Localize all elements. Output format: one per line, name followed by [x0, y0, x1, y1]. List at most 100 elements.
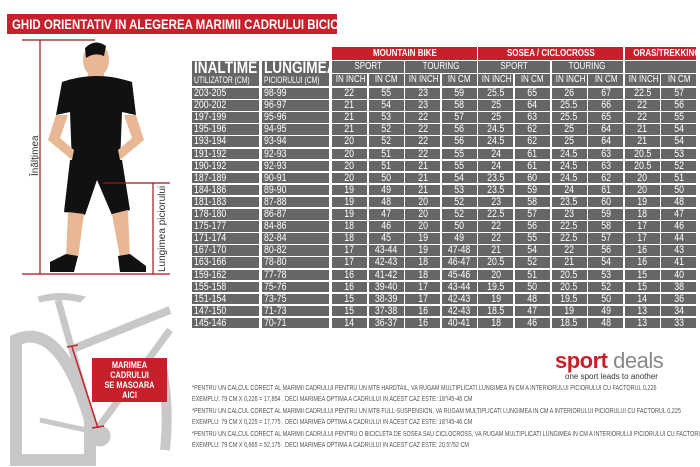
table-cell: 16 [624, 245, 660, 256]
unit-header: IN CM [515, 74, 551, 86]
table-cell: 22 [478, 233, 514, 244]
table-cell: 66 [588, 100, 624, 111]
table-cell: 16 [332, 269, 368, 281]
table-cell: 75-76 [262, 281, 329, 293]
table-cell: 21 [332, 124, 368, 135]
table-cell: 18 [332, 221, 368, 232]
table-cell: 73-75 [262, 293, 329, 305]
subgroup-header [624, 61, 697, 73]
table-cell: 18 [405, 269, 441, 281]
table-cell: 58 [588, 221, 624, 232]
table-cell: 23.5 [478, 184, 514, 196]
table-cell: 16 [405, 305, 441, 317]
calculation-notes: *PENTRU UN CALCUL CORECT AL MARIMII CADR… [192, 382, 700, 450]
table-cell: 53 [368, 112, 404, 123]
table-cell: 184-186 [192, 184, 259, 196]
table-cell: 58 [441, 100, 477, 111]
frame-size-marker [66, 344, 105, 429]
table-cell: 34 [661, 305, 697, 317]
table-cell: 25.5 [478, 88, 514, 99]
table-cell: 63 [515, 112, 551, 123]
table-cell: 22 [478, 221, 514, 232]
table-cell: 37-38 [368, 305, 404, 317]
table-cell: 21 [332, 112, 368, 123]
table-cell: 48 [661, 196, 697, 208]
table-cell: 48 [588, 317, 624, 329]
table-cell: 20 [405, 221, 441, 232]
table-cell: 56 [515, 221, 551, 232]
table-cell: 56 [441, 124, 477, 135]
table-cell: 25 [478, 112, 514, 123]
table-cell: 52 [441, 196, 477, 208]
table-cell: 38-39 [368, 293, 404, 305]
table-cell: 17 [624, 221, 660, 232]
table-cell: 53 [661, 148, 697, 160]
table-cell: 17 [405, 281, 441, 293]
table-cell: 42-43 [441, 305, 477, 317]
table-cell: 19 [405, 245, 441, 256]
table-cell: 20 [332, 160, 368, 172]
table-cell: 56 [588, 245, 624, 256]
table-cell: 21 [551, 257, 587, 268]
table-cell: 22.5 [551, 221, 587, 232]
table-cell: 51 [368, 148, 404, 160]
table-cell: 24.5 [551, 172, 587, 184]
table-cell: 22 [551, 245, 587, 256]
table-cell: 23 [405, 88, 441, 99]
table-cell: 47 [661, 209, 697, 220]
table-cell: 20.5 [624, 148, 660, 160]
table-cell: 15 [332, 293, 368, 305]
table-cell: 41 [661, 257, 697, 268]
table-cell: 54 [441, 172, 477, 184]
table-cell: 50 [441, 221, 477, 232]
table-cell: 16 [405, 317, 441, 329]
leg-length-label: Lungimea piciorului [157, 185, 168, 272]
table-cell: 18 [478, 317, 514, 329]
table-cell: 25 [478, 100, 514, 111]
table-cell: 15 [624, 281, 660, 293]
table-cell: 51 [368, 160, 404, 172]
subgroup-header: SPORT [478, 61, 551, 73]
unit-header: IN CM [588, 74, 624, 86]
table-cell: 95-96 [262, 112, 329, 123]
table-cell: 22 [332, 88, 368, 99]
table-cell: 19 [332, 209, 368, 220]
table-cell: 48 [515, 293, 551, 305]
table-cell: 54 [515, 245, 551, 256]
table-cell: 191-192 [192, 148, 259, 160]
table-cell: 45-46 [441, 269, 477, 281]
unit-header: IN INCH [405, 74, 441, 86]
table-cell: 52 [441, 209, 477, 220]
table-cell: 63 [588, 160, 624, 172]
table-cell: 90-91 [262, 172, 329, 184]
table-cell: 55 [661, 112, 697, 123]
table-cell: 13 [624, 305, 660, 317]
table-cell: 20 [624, 172, 660, 184]
table-cell: 163-166 [192, 257, 259, 268]
table-cell: 59 [441, 88, 477, 99]
table-cell: 24.5 [478, 136, 514, 147]
table-cell: 21 [405, 184, 441, 196]
table-cell: 46-47 [441, 257, 477, 268]
table-cell: 22.5 [624, 88, 660, 99]
note-line: *PENTRU UN CALCUL CORECT AL MARIMII CADR… [192, 405, 681, 415]
table-cell: 14 [332, 317, 368, 329]
table-cell: 147-150 [192, 305, 259, 317]
table-cell: 19.5 [551, 293, 587, 305]
table-cell: 22 [405, 136, 441, 147]
table-cell: 84-86 [262, 221, 329, 232]
table-cell: 45 [368, 233, 404, 244]
note-line: EXEMPLU: 79 CM X 0,225 = 17,775 . DECI M… [192, 417, 473, 427]
table-cell: 20 [405, 196, 441, 208]
unit-header: IN INCH [478, 74, 514, 86]
table-cell: 21 [405, 160, 441, 172]
table-cell: 16 [332, 281, 368, 293]
table-cell: 22 [405, 148, 441, 160]
table-cell: 46 [368, 221, 404, 232]
table-cell: 26 [551, 88, 587, 99]
table-cell: 77-78 [262, 269, 329, 281]
table-cell: 193-194 [192, 136, 259, 147]
table-cell: 151-154 [192, 293, 259, 305]
frame-size-label: MARIMEA CADRULUI SE MASOARA AICI [92, 358, 167, 402]
table-cell: 64 [515, 100, 551, 111]
